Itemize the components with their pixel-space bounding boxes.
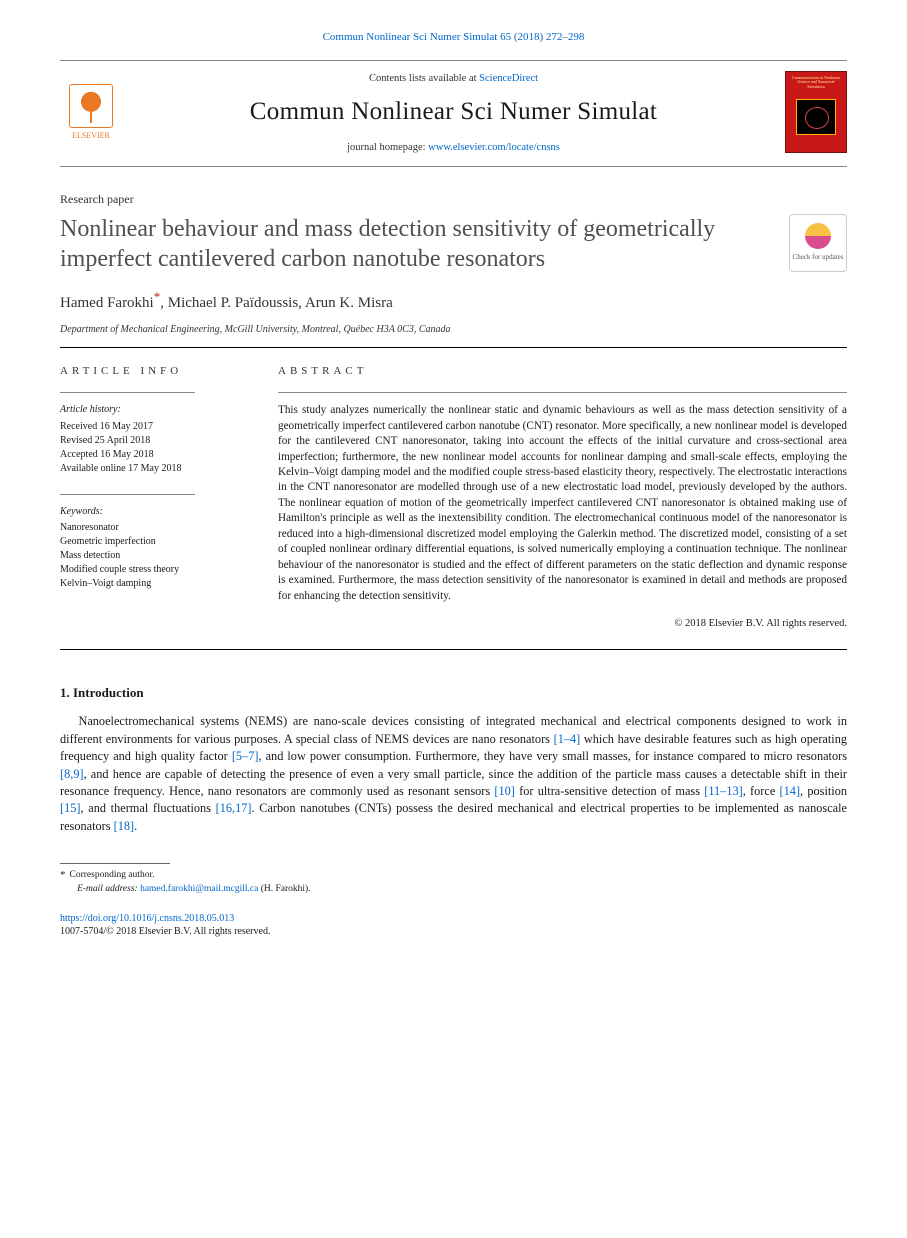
corresponding-footnote: * Corresponding author. bbox=[60, 868, 847, 883]
journal-cover-thumbnail: Communications in Nonlinear Science and … bbox=[785, 71, 847, 153]
thin-divider bbox=[278, 392, 847, 393]
article-info-column: article info Article history: Received 1… bbox=[60, 364, 248, 631]
citation-link[interactable]: [10] bbox=[494, 784, 515, 798]
updates-badge-icon bbox=[805, 223, 831, 249]
keyword-item: Nanoresonator bbox=[60, 521, 248, 535]
homepage-prefix: journal homepage: bbox=[347, 142, 428, 153]
keywords-label: Keywords: bbox=[60, 505, 248, 520]
masthead: ELSEVIER Contents lists available at Sci… bbox=[60, 60, 847, 167]
homepage-line: journal homepage: www.elsevier.com/locat… bbox=[132, 140, 775, 155]
intro-text-segment: , and thermal fluctuations bbox=[81, 801, 216, 815]
citation-link[interactable]: [1–4] bbox=[554, 732, 581, 746]
author-sep-1: , bbox=[160, 295, 168, 311]
citation-link[interactable]: [16,17] bbox=[216, 801, 252, 815]
abstract-copyright: © 2018 Elsevier B.V. All rights reserved… bbox=[278, 616, 847, 631]
author-1: Hamed Farokhi bbox=[60, 295, 154, 311]
journal-name: Commun Nonlinear Sci Numer Simulat bbox=[132, 94, 775, 130]
abstract-text: This study analyzes numerically the nonl… bbox=[278, 403, 847, 604]
check-updates-button[interactable]: Check for updates bbox=[789, 214, 847, 272]
email-link[interactable]: hamed.farokhi@mail.mcgill.ca bbox=[140, 884, 258, 894]
intro-text-segment: , force bbox=[743, 784, 780, 798]
elsevier-tree-icon bbox=[69, 84, 113, 128]
history-label: Article history: bbox=[60, 403, 248, 418]
corr-label: Corresponding author. bbox=[70, 870, 155, 880]
updates-badge-label: Check for updates bbox=[793, 252, 844, 262]
homepage-link[interactable]: www.elsevier.com/locate/cnsns bbox=[428, 142, 560, 153]
citation-link[interactable]: [15] bbox=[60, 801, 81, 815]
publisher-name: ELSEVIER bbox=[72, 130, 110, 142]
author-sep-2: , bbox=[298, 295, 305, 311]
paper-title: Nonlinear behaviour and mass detection s… bbox=[60, 214, 769, 274]
thin-divider bbox=[60, 494, 195, 495]
full-divider bbox=[60, 649, 847, 650]
issn-copyright: 1007-5704/© 2018 Elsevier B.V. All right… bbox=[60, 925, 847, 939]
page-footer: https://doi.org/10.1016/j.cnsns.2018.05.… bbox=[60, 912, 847, 939]
article-type: Research paper bbox=[60, 191, 847, 208]
intro-text-segment: , position bbox=[800, 784, 847, 798]
masthead-center: Contents lists available at ScienceDirec… bbox=[122, 71, 785, 156]
keyword-item: Kelvin–Voigt damping bbox=[60, 577, 248, 591]
history-received: Received 16 May 2017 bbox=[60, 420, 248, 434]
email-label: E-mail address: bbox=[77, 884, 138, 894]
keyword-item: Mass detection bbox=[60, 549, 248, 563]
abstract-column: abstract This study analyzes numerically… bbox=[278, 364, 847, 631]
affiliation: Department of Mechanical Engineering, Mc… bbox=[60, 323, 847, 338]
intro-text-segment: for ultra-sensitive detection of mass bbox=[515, 784, 704, 798]
intro-paragraph: Nanoelectromechanical systems (NEMS) are… bbox=[60, 713, 847, 835]
abstract-heading: abstract bbox=[278, 364, 847, 380]
email-footnote: E-mail address: hamed.farokhi@mail.mcgil… bbox=[60, 883, 847, 896]
intro-text-segment: , and low power consumption. Furthermore… bbox=[258, 749, 847, 763]
citation-link[interactable]: [14] bbox=[780, 784, 801, 798]
rule-divider bbox=[60, 347, 847, 348]
cover-caption: Communications in Nonlinear Science and … bbox=[789, 76, 843, 89]
section-heading-intro: 1. Introduction bbox=[60, 684, 847, 703]
history-accepted: Accepted 16 May 2018 bbox=[60, 448, 248, 462]
article-info-heading: article info bbox=[60, 364, 248, 380]
author-3: Arun K. Misra bbox=[305, 295, 393, 311]
contents-line: Contents lists available at ScienceDirec… bbox=[132, 71, 775, 86]
elsevier-logo: ELSEVIER bbox=[60, 71, 122, 156]
history-online: Available online 17 May 2018 bbox=[60, 462, 248, 476]
doi-link[interactable]: https://doi.org/10.1016/j.cnsns.2018.05.… bbox=[60, 913, 234, 924]
email-name: (H. Farokhi). bbox=[261, 884, 311, 894]
footnote-rule bbox=[60, 863, 170, 864]
cover-art-icon bbox=[796, 99, 836, 135]
keyword-item: Geometric imperfection bbox=[60, 535, 248, 549]
intro-text-segment: . bbox=[134, 819, 137, 833]
corr-marker-icon: * bbox=[60, 869, 66, 881]
sciencedirect-link[interactable]: ScienceDirect bbox=[479, 73, 538, 84]
citation-link[interactable]: [18] bbox=[114, 819, 135, 833]
thin-divider bbox=[60, 392, 195, 393]
author-2: Michael P. Païdoussis bbox=[168, 295, 298, 311]
citation-link[interactable]: [5–7] bbox=[232, 749, 259, 763]
authors-line: Hamed Farokhi*, Michael P. Païdoussis, A… bbox=[60, 288, 847, 315]
running-header: Commun Nonlinear Sci Numer Simulat 65 (2… bbox=[60, 30, 847, 46]
contents-prefix: Contents lists available at bbox=[369, 73, 479, 84]
keyword-item: Modified couple stress theory bbox=[60, 563, 248, 577]
citation-link[interactable]: [8,9] bbox=[60, 767, 84, 781]
citation-link[interactable]: [11–13] bbox=[704, 784, 742, 798]
history-revised: Revised 25 April 2018 bbox=[60, 434, 248, 448]
